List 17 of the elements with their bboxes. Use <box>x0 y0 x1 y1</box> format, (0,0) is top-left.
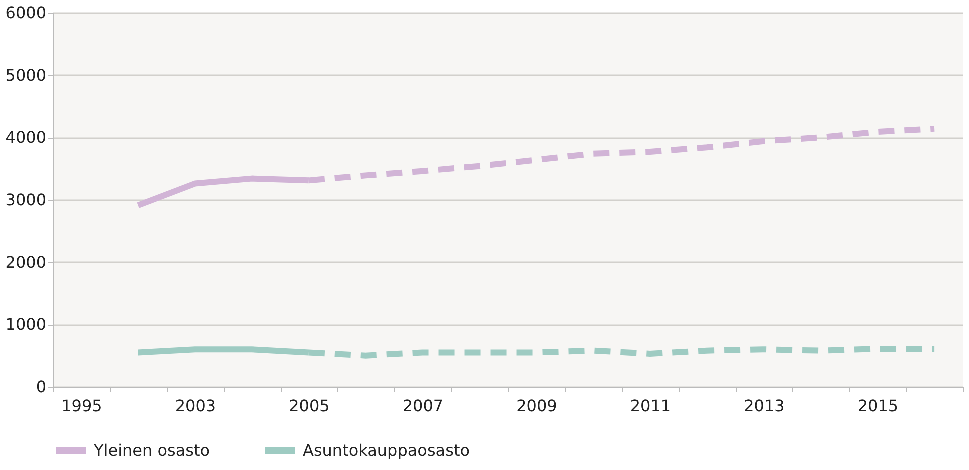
y-tick-label: 6000 <box>6 4 46 22</box>
legend-label: Asuntokauppaosasto <box>303 440 470 460</box>
y-tick-label: 0 <box>36 378 46 396</box>
y-tick-label: 1000 <box>6 315 46 334</box>
legend-label: Yleinen osasto <box>93 440 210 460</box>
y-tick-label: 4000 <box>6 128 46 148</box>
x-tick-label: 2009 <box>516 396 558 416</box>
y-tick-label: 5000 <box>6 66 46 85</box>
y-tick-label: 2000 <box>6 252 46 272</box>
x-tick-label: 2003 <box>175 396 216 416</box>
x-tick-label: 2015 <box>858 396 899 416</box>
x-tick-label: 2013 <box>744 396 785 416</box>
x-tick-label: 2011 <box>630 396 672 416</box>
y-tick-label: 3000 <box>6 190 46 210</box>
x-tick-label: 1995 <box>62 396 102 416</box>
x-tick-label: 2005 <box>289 396 330 416</box>
x-tick-label: 2007 <box>402 396 444 416</box>
